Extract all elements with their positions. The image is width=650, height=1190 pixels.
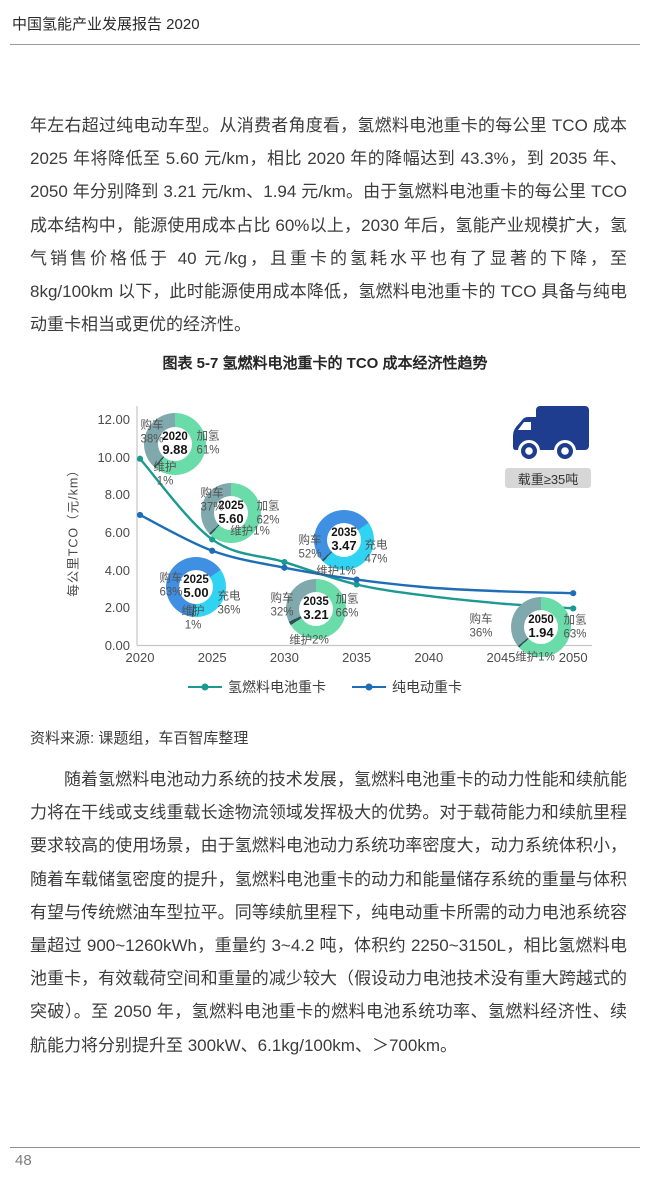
figure-source: 资料来源: 课题组，车百智库整理 (30, 730, 249, 747)
donut-label-left: 购车 63% (159, 572, 183, 599)
page-number: 48 (15, 1152, 32, 1169)
donut-hole: 2050 1.94 (524, 610, 558, 644)
donut-center-label: 5.00 (183, 585, 209, 601)
donut-label-right: 加氢 66% (335, 593, 359, 620)
tco-chart: 每公里TCO（元/km） 12.00 10.00 8.00 6.00 4.00 2.00 0… (0, 390, 650, 720)
donut-hole: 2035 3.47 (327, 523, 361, 557)
donut-label-left: 购车 52% (298, 534, 322, 561)
y-tick: 10.00 (97, 449, 130, 465)
donut-center-label: 2020 (162, 430, 188, 443)
legend-swatch (188, 683, 222, 691)
donut-label-left: 购车 37% (200, 487, 224, 514)
truck-window (518, 422, 531, 430)
donut-center-label: 2035 (331, 526, 357, 539)
donut-label-bottom: 维护1% (515, 651, 555, 664)
donut-chart-2050-1.94: 2050 1.94 (511, 597, 571, 657)
chart-legend: 氢燃料电池重卡 纯电动重卡 (0, 677, 650, 697)
y-tick: 2.00 (104, 600, 130, 616)
donut-label-bottom: 维护1% (316, 565, 356, 578)
data-point (136, 455, 144, 462)
donut-label-right: 加氢 63% (563, 614, 587, 641)
y-tick: 8.00 (104, 487, 130, 503)
donut-chart-2020-9.88: 2020 9.88 (144, 413, 206, 475)
x-tick: 2020 (125, 650, 155, 665)
donut-label-bottom: 维护1% (230, 525, 270, 538)
truck-icon (513, 406, 589, 462)
x-tick: 2050 (558, 650, 588, 665)
y-tick: 12.00 (97, 411, 130, 427)
load-badge: 载重≥35吨 (505, 468, 591, 488)
data-point (570, 590, 577, 597)
y-tick: 6.00 (104, 524, 130, 540)
data-point (281, 564, 288, 571)
donut-center-label: 5.60 (218, 511, 244, 527)
x-tick: 2035 (342, 650, 372, 665)
donut-label-right: 充电 36% (217, 590, 241, 617)
donut-hole: 2025 5.60 (214, 496, 248, 530)
donut-center-label: 2050 (528, 613, 554, 626)
donut-center-label: 1.94 (528, 625, 554, 641)
y-tick: 0.00 (104, 638, 130, 653)
data-point (570, 605, 577, 612)
donut-chart-2035-3.47: 2035 3.47 (314, 510, 374, 570)
legend-marker-dot (201, 683, 209, 691)
legend-marker-dot (365, 683, 373, 691)
x-tick: 2045 (486, 650, 516, 665)
x-tick: 2040 (414, 650, 444, 665)
donut-label-right: 充电 47% (364, 539, 388, 566)
donut-center-label: 2025 (218, 499, 244, 512)
donut-label-left: 购车 32% (270, 592, 294, 619)
donut-center-label: 3.47 (331, 538, 357, 554)
donut-center-label: 2025 (183, 573, 209, 586)
donut-chart-2025-5.00: 2025 5.00 (166, 557, 226, 617)
data-point (353, 581, 360, 588)
paragraph-tco: 年左右超过纯电动车型。从消费者角度看，氢燃料电池重卡的每公里 TCO 成本 20… (30, 116, 627, 335)
legend-item: 氢燃料电池重卡 (188, 677, 326, 697)
donut-chart-2035-3.21: 2035 3.21 (286, 579, 346, 639)
header-divider (10, 44, 640, 45)
y-tick: 4.00 (104, 562, 130, 578)
legend-swatch (352, 683, 386, 691)
x-tick: 2030 (269, 650, 299, 665)
donut-label-right: 加氢 62% (256, 500, 280, 527)
report-header-title: 中国氢能产业发展报告 2020 (12, 16, 200, 33)
x-tick: 2025 (197, 650, 227, 665)
donut-hole: 2020 9.88 (158, 427, 192, 461)
donut-label-bottom: 维护2% (289, 634, 329, 647)
legend-label: 氢燃料电池重卡 (228, 679, 326, 695)
donut-label-left: 购车 36% (469, 613, 493, 640)
donut-center-label: 3.21 (303, 607, 329, 623)
footer-divider (10, 1147, 640, 1148)
figure-title: 图表 5-7 氢燃料电池重卡的 TCO 成本经济性趋势 (162, 355, 488, 372)
donut-chart-2025-5.60: 2025 5.60 (201, 483, 261, 543)
data-point (136, 511, 144, 519)
paragraph-fcv: 随着氢燃料电池动力系统的技术发展，氢燃料电池重卡的动力性能和续航能力将在干线或支… (30, 770, 627, 1055)
plot-area: 12.00 10.00 8.00 6.00 4.00 2.00 0.00 2020 2025 20… (0, 390, 650, 720)
legend-label: 纯电动重卡 (392, 679, 462, 695)
donut-hole: 2025 5.00 (179, 570, 213, 604)
donut-center-label: 2035 (303, 595, 329, 608)
data-point (353, 576, 360, 583)
donut-center-label: 9.88 (162, 442, 188, 458)
legend-item: 纯电动重卡 (352, 677, 462, 697)
chart-canvas (136, 406, 592, 647)
data-point (209, 547, 216, 554)
donut-label-left: 购车 38% (140, 419, 164, 446)
donut-label-right: 加氢 61% (196, 430, 220, 457)
donut-hole: 2035 3.21 (299, 592, 333, 626)
data-point (281, 558, 288, 566)
